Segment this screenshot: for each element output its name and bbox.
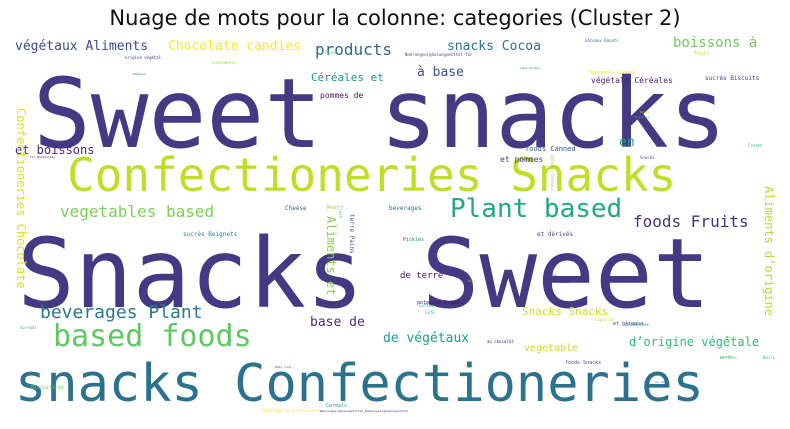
word-cloud-term: vegetables based bbox=[60, 202, 215, 221]
word-cloud-term: sucrés Biscuits bbox=[705, 75, 760, 82]
word-cloud-term: vegetable bbox=[524, 343, 579, 354]
word-cloud-term: pommes de bbox=[320, 91, 364, 100]
word-cloud-term: Café bbox=[425, 310, 435, 315]
word-cloud-term: beverages bbox=[389, 205, 422, 212]
word-cloud-term: et dérivés bbox=[537, 231, 574, 238]
word-cloud-term: Cereals bbox=[326, 403, 348, 409]
word-cloud-term: base de bbox=[310, 315, 365, 330]
word-cloud-term: végétaux Aliments bbox=[15, 39, 149, 54]
word-cloud-term: Plant based bbox=[450, 194, 623, 224]
word-cloud-term: à base bbox=[417, 65, 464, 80]
word-cloud-term: sandwiches bbox=[625, 322, 650, 327]
word-cloud-term: Fresh bbox=[338, 206, 343, 219]
word-cloud-term: sucrés Beignets bbox=[183, 231, 238, 238]
word-cloud-term: Céréales et bbox=[311, 71, 384, 84]
word-cloud-term: Aliments et bbox=[324, 216, 338, 296]
word-cloud-term: based foods bbox=[53, 319, 252, 354]
chart-title: Nuage de mots pour la colonne: categorie… bbox=[109, 6, 681, 30]
word-cloud-term: Cheese bbox=[285, 205, 307, 212]
word-cloud-term: et pommes bbox=[500, 155, 544, 164]
word-cloud-term: foods Snacks bbox=[565, 360, 602, 366]
word-cloud-term: Boulangerie Viennoiserie bbox=[263, 408, 321, 413]
word-cloud-term: Pains bbox=[325, 50, 338, 55]
word-cloud-term: Snacks Snacks bbox=[522, 305, 609, 318]
word-cloud-term: d’origine végétale bbox=[629, 335, 760, 349]
word-cloud-term: products bbox=[315, 40, 393, 59]
word-cloud-term: Jams bbox=[560, 279, 570, 284]
word-cloud-term: sans gluten bbox=[520, 66, 540, 70]
word-cloud-term: Gâteaux Donuts bbox=[585, 38, 619, 43]
word-cloud-term: potatoes Breads bbox=[417, 300, 463, 306]
word-cloud-term: de terre bbox=[400, 271, 444, 281]
word-cloud-term: Nahrungsergänzungsmittel Nahrungsergänzu… bbox=[320, 409, 409, 413]
word-cloud-term: foods Fruits bbox=[633, 212, 749, 231]
word-cloud-term: au chocolat bbox=[487, 339, 514, 344]
word-cloud-term: Capsules bbox=[595, 317, 615, 322]
word-cloud-term: Soups bbox=[545, 273, 558, 278]
word-cloud-term: Chocolate candies bbox=[168, 39, 302, 54]
word-cloud-term: Coffee bbox=[419, 303, 434, 308]
word-cloud-term: en bbox=[619, 135, 635, 150]
word-cloud: Sweet snacks Snacks Sweet Confectioneries … bbox=[15, 36, 775, 424]
word-cloud-term: Frozen bbox=[748, 143, 763, 148]
word-cloud-term: boissons à bbox=[673, 36, 758, 51]
word-cloud-term: Dairies bbox=[763, 355, 775, 360]
word-cloud-term: Fruit bbox=[694, 51, 710, 57]
word-cloud-term: Meat bbox=[327, 205, 340, 211]
word-cloud-term: Confectioneries Snacks bbox=[67, 148, 677, 202]
word-cloud-term: origine végétal bbox=[125, 55, 162, 60]
word-cloud-term: Waffles bbox=[720, 355, 737, 360]
word-cloud-term: für Babykolben bbox=[30, 155, 56, 159]
word-cloud-term: Snacks bbox=[640, 155, 655, 160]
word-cloud-term: Nuts bbox=[468, 279, 476, 283]
word-cloud-term: Sauces bbox=[725, 335, 736, 339]
word-cloud-term: Condiments bbox=[212, 60, 237, 65]
word-cloud-term: Baby food bbox=[275, 365, 292, 369]
word-cloud-term: végétale Céréales bbox=[591, 76, 673, 85]
word-cloud-term: Spreads bbox=[20, 325, 37, 330]
word-cloud-term: Confectioneries Chocolate bbox=[15, 108, 28, 289]
word-cloud-term: Aliments d’origine bbox=[762, 186, 775, 317]
word-cloud-term: beverages Plant bbox=[40, 302, 203, 323]
word-cloud-term: Dried bbox=[640, 110, 650, 114]
word-cloud-term: foods Canned bbox=[525, 145, 576, 153]
word-cloud-term: Bonbons bbox=[133, 72, 146, 76]
word-cloud-term: et gâteaux bbox=[613, 321, 644, 327]
word-cloud-term: snacks Cocoa bbox=[447, 39, 541, 54]
word-cloud-term: Sweet snacks bbox=[33, 58, 727, 170]
word-cloud-term: sucrées bbox=[720, 355, 733, 359]
word-cloud-term: Biscuits et bbox=[31, 385, 65, 391]
word-cloud-term: Pickles bbox=[403, 237, 425, 243]
word-cloud-term: et boissons bbox=[15, 143, 95, 157]
word-cloud-term: Snacks Sweet bbox=[17, 218, 711, 330]
word-cloud-term: Beignets sucrés bbox=[590, 70, 636, 76]
word-cloud-term: de végétaux bbox=[383, 331, 470, 346]
word-cloud-term: Pastries bbox=[635, 115, 650, 119]
word-cloud-term: terre Pains bbox=[348, 214, 355, 254]
word-cloud-term: snacks Confectioneries bbox=[15, 354, 704, 414]
word-cloud-term: gâteaux Gâteaux bbox=[550, 155, 555, 192]
word-cloud-term: au lait bbox=[655, 380, 668, 384]
word-cloud-term: Nahrungsergänzungsmittel für bbox=[405, 52, 473, 57]
